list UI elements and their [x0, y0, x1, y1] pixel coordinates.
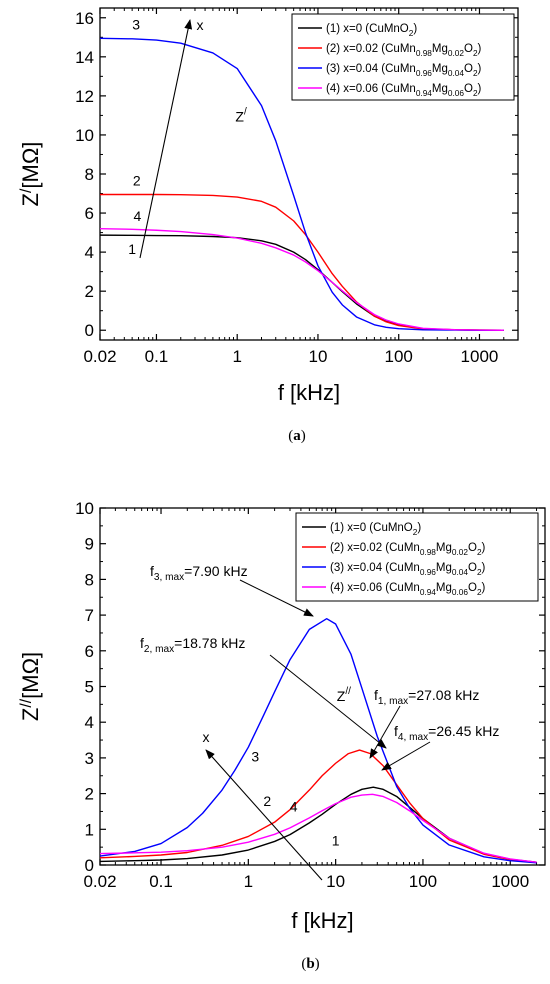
- curve-label-3: 3: [132, 16, 140, 32]
- legend-entry-3: (3) x=0.04 (CuMn0.96Mg0.04O2): [326, 63, 482, 78]
- y-tick-label: 5: [85, 678, 94, 697]
- legend-entry-4: (4) x=0.06 (CuMn0.94Mg0.06O2): [326, 83, 482, 98]
- series-line-4: [99, 793, 537, 863]
- series-line-2: [100, 193, 504, 331]
- x-direction-arrow: [139, 19, 193, 259]
- peak-annotation-2: f2, max=18.78 kHz: [140, 635, 245, 655]
- y-tick-label: 0: [85, 856, 94, 875]
- y-tick-label: 4: [85, 713, 94, 732]
- panel-label: (b): [301, 956, 319, 972]
- y-tick-label: 12: [75, 87, 94, 106]
- inner-z-label: Z//: [337, 686, 351, 704]
- series-line-3: [99, 37, 504, 331]
- peak-arrow-2: [269, 654, 387, 749]
- chart-panel-b: 0 1 2 3 4 5 6 7 8 9 10 0.02 0.1 1 10 100 1000 f [kHz] Z//[…: [18, 499, 546, 972]
- legend: (1) x=0 (CuMnO2) (2) x=0.02 (CuMn0.98Mg0.…: [295, 512, 539, 602]
- y-tick-label: 2: [85, 785, 94, 804]
- x-tick-label: 10: [308, 347, 327, 366]
- y-tick-label: 7: [85, 606, 94, 625]
- x-tick-label: 0.1: [145, 347, 169, 366]
- y-tick-label: 0: [85, 321, 94, 340]
- y-tick-label: 8: [85, 165, 94, 184]
- y-tick-label: 3: [85, 749, 94, 768]
- x-tick-label: 1: [244, 872, 253, 891]
- x-axis-title: f [kHz]: [291, 908, 353, 933]
- x-axis-title: f [kHz]: [278, 380, 340, 405]
- x-tick-label: 100: [409, 872, 437, 891]
- legend-entry-4: (4) x=0.06 (CuMn0.94Mg0.06O2): [330, 582, 486, 597]
- y-tick-label: 14: [75, 48, 94, 67]
- peak-annotation-4: f4, max=26.45 kHz: [394, 723, 499, 743]
- x-arrow-label: x: [197, 17, 204, 33]
- y-tick-label: 2: [85, 282, 94, 301]
- y-tick-label: 10: [75, 126, 94, 145]
- x-tick-label: 10: [326, 872, 345, 891]
- peak-arrow-4: [381, 741, 431, 771]
- peak-annotation-1: f1, max=27.08 kHz: [374, 687, 479, 707]
- y-tick-label: 8: [85, 570, 94, 589]
- legend: (1) x=0 (CuMnO2) (2) x=0.02 (CuMn0.98Mg0.…: [291, 13, 515, 101]
- legend-entry-1: (1) x=0 (CuMnO2): [330, 522, 421, 537]
- x-tick-label: 1000: [461, 347, 499, 366]
- curve-label-1: 1: [128, 241, 136, 257]
- inner-z-label: Z/: [235, 106, 247, 124]
- legend-entry-3: (3) x=0.04 (CuMn0.96Mg0.04O2): [330, 562, 486, 577]
- x-tick-label: 1: [232, 347, 241, 366]
- series-line-1: [99, 234, 504, 331]
- curve-label-2: 2: [263, 793, 271, 809]
- y-tick-label: 4: [85, 243, 94, 262]
- y-axis-title: Z//[MΩ]: [18, 652, 43, 721]
- y-axis-title: Z/[MΩ]: [18, 142, 43, 207]
- y-tick-label: 16: [75, 9, 94, 28]
- x-arrow-label: x: [203, 729, 210, 745]
- curve-label-3: 3: [251, 748, 259, 764]
- y-tick-label: 6: [85, 204, 94, 223]
- x-tick-label: 1000: [491, 872, 529, 891]
- series-line-1: [99, 786, 537, 863]
- peak-arrow-1: [369, 705, 401, 759]
- legend-entry-2: (2) x=0.02 (CuMn0.98Mg0.02O2): [326, 43, 482, 58]
- series-line-2: [99, 749, 537, 864]
- y-tick-label: 1: [85, 820, 94, 839]
- x-direction-arrow: [205, 749, 323, 881]
- legend-entry-2: (2) x=0.02 (CuMn0.98Mg0.02O2): [330, 542, 486, 557]
- x-tick-label: 0.02: [83, 347, 116, 366]
- legend-box: [295, 512, 539, 602]
- series-line-4: [99, 227, 504, 331]
- x-tick-label: 0.02: [83, 872, 116, 891]
- curve-label-4: 4: [290, 798, 298, 814]
- legend-entry-1: (1) x=0 (CuMnO2): [326, 23, 417, 38]
- curve-label-2: 2: [133, 173, 141, 189]
- y-tick-label: 10: [75, 499, 94, 518]
- peak-annotation-3: f3, max=7.90 kHz: [150, 563, 248, 583]
- series-line-3: [99, 617, 537, 864]
- x-tick-label: 100: [385, 347, 413, 366]
- legend-box: [291, 13, 515, 101]
- y-tick-label: 6: [85, 642, 94, 661]
- peak-arrow-3: [239, 579, 314, 617]
- curve-label-1: 1: [332, 832, 340, 848]
- curve-label-4: 4: [133, 208, 141, 224]
- panel-label: (a): [288, 428, 306, 444]
- x-tick-label: 0.1: [149, 872, 173, 891]
- y-tick-label: 9: [85, 535, 94, 554]
